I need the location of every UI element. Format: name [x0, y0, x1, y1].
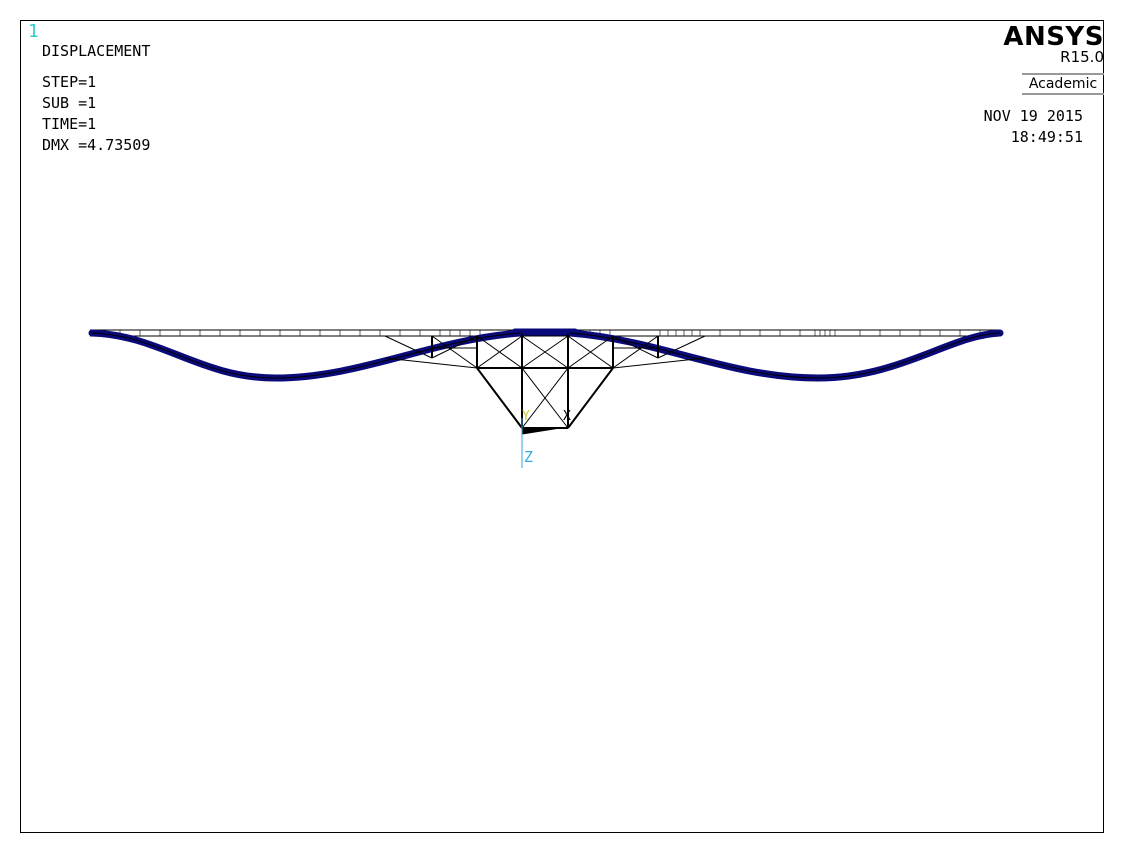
- dmx-label: DMX =4.73509: [42, 136, 151, 154]
- ansys-logo: ANSYS: [1003, 22, 1104, 52]
- plot-time: 18:49:51: [1010, 128, 1083, 146]
- plot-date: NOV 19 2015: [983, 107, 1083, 125]
- triad-y-label: Y: [522, 409, 530, 424]
- support-truss: [384, 334, 706, 435]
- deformed-shape: [88, 328, 1004, 382]
- triad-x-label: X: [563, 409, 571, 424]
- window-number: 1: [28, 21, 39, 42]
- deck-hatching: [99, 330, 981, 336]
- substep-label: SUB =1: [42, 94, 97, 112]
- plot-title: DISPLACEMENT: [42, 42, 151, 60]
- triad-z-label: Z: [524, 448, 533, 466]
- release-version: R15.0: [1060, 48, 1104, 66]
- graphics-window[interactable]: [20, 20, 1104, 833]
- license-badge: Academic: [1022, 73, 1104, 95]
- coordinate-triad: Y X Z: [521, 409, 571, 468]
- step-label: STEP=1: [42, 73, 97, 91]
- time-label: TIME=1: [42, 115, 97, 133]
